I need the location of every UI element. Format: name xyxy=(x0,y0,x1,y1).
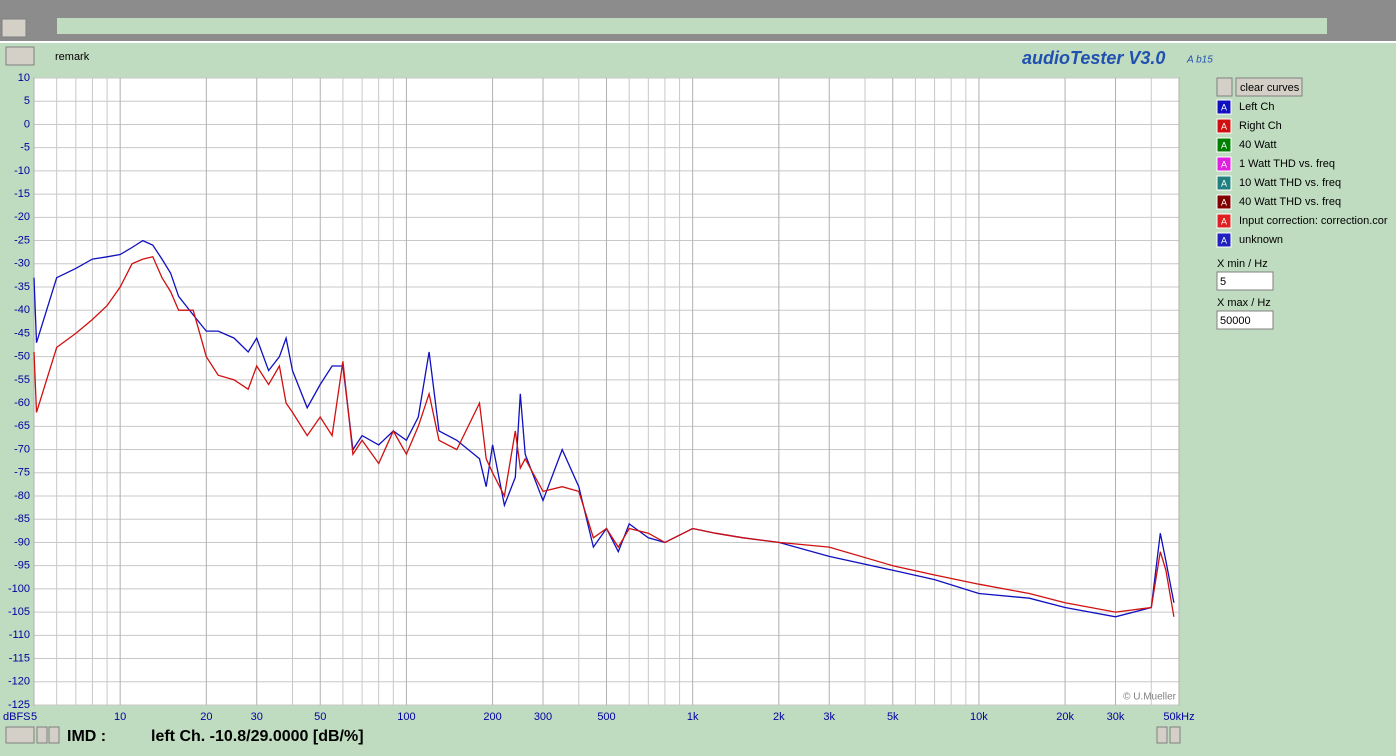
xmin-input[interactable] xyxy=(1216,271,1274,291)
curve-icon: A xyxy=(1221,121,1227,131)
curve-icon: A xyxy=(1221,197,1227,207)
x-tick-label: 10 xyxy=(114,711,126,723)
legend-label: Right Ch xyxy=(1239,120,1282,132)
x-tick-label: 10k xyxy=(970,711,988,723)
curve-icon: A xyxy=(1221,178,1227,188)
scroll-right[interactable] xyxy=(1169,726,1181,744)
imd-value: left Ch. -10.8/29.0000 [dB/%] xyxy=(151,728,364,745)
y-tick-label: -95 xyxy=(14,560,30,572)
curve-icon: A xyxy=(1221,235,1227,245)
x-tick-label: 1k xyxy=(687,711,699,723)
legend-label: Input correction: correction.cor xyxy=(1239,215,1388,227)
y-tick-label: 10 xyxy=(18,72,30,84)
y-tick-label: -5 xyxy=(20,142,30,154)
y-tick-label: -85 xyxy=(14,513,30,525)
xmin-value: 5 xyxy=(1220,276,1226,288)
xmax-value: 50000 xyxy=(1220,315,1251,327)
x-tick-label: 20 xyxy=(200,711,212,723)
curve-icon: A xyxy=(1221,102,1227,112)
curve-toggle[interactable] xyxy=(1216,232,1232,248)
x-tick-label: 200 xyxy=(483,711,501,723)
y-tick-label: -115 xyxy=(9,652,30,664)
x-tick-label: 30k xyxy=(1107,711,1125,723)
app-title: audioTester V3.0 xyxy=(1022,48,1165,68)
scroll-left[interactable] xyxy=(36,726,48,744)
app-build: A b15 xyxy=(1186,55,1213,66)
x-tick-label: 30 xyxy=(251,711,263,723)
y-tick-label: -120 xyxy=(8,676,30,688)
y-tick-label: -15 xyxy=(14,188,30,200)
curve-toggle[interactable] xyxy=(1216,137,1232,153)
y-tick-label: -30 xyxy=(14,258,30,270)
x-tick-label: 3k xyxy=(823,711,835,723)
y-tick-label: -125 xyxy=(8,699,30,711)
xmax-input[interactable] xyxy=(1216,310,1274,330)
scroll-right[interactable] xyxy=(48,726,60,744)
copyright: © U.Mueller xyxy=(1123,692,1177,703)
curve-icon: A xyxy=(1221,140,1227,150)
x-tick-label: 300 xyxy=(534,711,552,723)
y-tick-label: -90 xyxy=(14,536,30,548)
x-tick-label: 50kHz xyxy=(1163,711,1194,723)
remark-field[interactable] xyxy=(57,18,1327,34)
xmin-label: X min / Hz xyxy=(1217,258,1268,270)
curve-icon: A xyxy=(1221,159,1227,169)
curve-toggle[interactable] xyxy=(1216,118,1232,134)
remark-label: remark xyxy=(55,51,90,63)
curve-toggle[interactable] xyxy=(1216,99,1232,115)
legend-label: 40 Watt THD vs. freq xyxy=(1239,196,1341,208)
curve-toggle[interactable] xyxy=(1216,194,1232,210)
x-tick-label: 2k xyxy=(773,711,785,723)
y-tick-label: -55 xyxy=(14,374,30,386)
y-tick-label: -60 xyxy=(14,397,30,409)
y-tick-label: -20 xyxy=(14,211,30,223)
xmax-label: X max / Hz xyxy=(1217,297,1271,309)
y-tick-label: -40 xyxy=(14,304,30,316)
x-tick-label: 5k xyxy=(887,711,899,723)
legend-label: unknown xyxy=(1239,234,1283,246)
x-tick-label: 5 xyxy=(31,711,37,723)
y-tick-label: -75 xyxy=(14,467,30,479)
imd-label: IMD : xyxy=(67,728,106,745)
y-axis-label: dBFS xyxy=(3,711,31,723)
button-label: clear curves xyxy=(1240,82,1300,94)
y-tick-label: -105 xyxy=(8,606,30,618)
y-tick-label: -70 xyxy=(14,443,30,455)
spin-button[interactable] xyxy=(1,18,27,38)
curve xyxy=(33,256,1175,617)
y-tick-label: -65 xyxy=(14,420,30,432)
x-tick-label: 500 xyxy=(597,711,615,723)
clear-curves-button[interactable] xyxy=(1235,77,1303,97)
spin-button[interactable] xyxy=(5,726,35,744)
curve-toggle[interactable] xyxy=(1216,213,1232,229)
x-tick-label: 20k xyxy=(1056,711,1074,723)
curve-toggle[interactable] xyxy=(1216,175,1232,191)
y-tick-label: -25 xyxy=(14,234,30,246)
legend-label: 40 Watt xyxy=(1239,139,1277,151)
y-tick-label: 0 xyxy=(24,118,30,130)
legend-label: 1 Watt THD vs. freq xyxy=(1239,158,1335,170)
curve-toggle[interactable] xyxy=(1216,156,1232,172)
legend-label: Left Ch xyxy=(1239,101,1274,113)
x-tick-label: 50 xyxy=(314,711,326,723)
y-tick-label: -35 xyxy=(14,281,30,293)
y-tick-label: -80 xyxy=(14,490,30,502)
spin-button[interactable] xyxy=(1216,77,1233,97)
y-tick-label: 5 xyxy=(24,95,30,107)
scroll-left[interactable] xyxy=(1156,726,1168,744)
y-tick-label: -110 xyxy=(9,629,30,641)
legend-label: 10 Watt THD vs. freq xyxy=(1239,177,1341,189)
spin-button[interactable] xyxy=(5,46,35,66)
x-tick-label: 100 xyxy=(397,711,415,723)
y-tick-label: -45 xyxy=(14,327,30,339)
y-tick-label: -10 xyxy=(14,165,30,177)
curve-icon: A xyxy=(1221,216,1227,226)
y-tick-label: -50 xyxy=(14,351,30,363)
y-tick-label: -100 xyxy=(8,583,30,595)
